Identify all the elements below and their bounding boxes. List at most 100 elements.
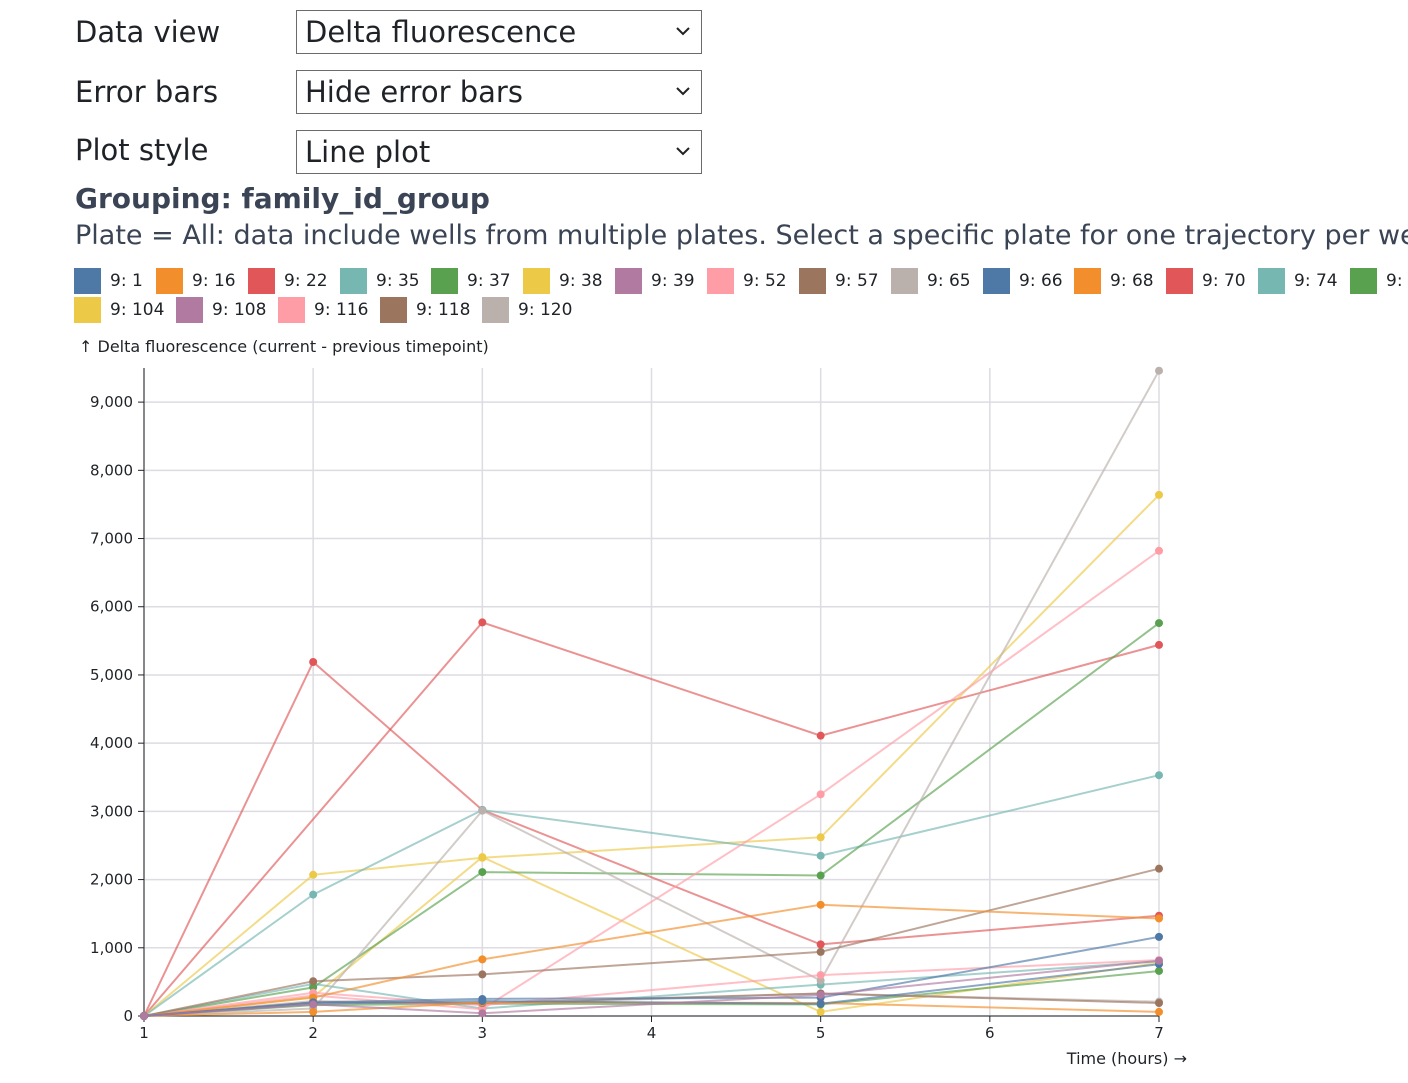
legend-item[interactable]: 9: 70 (1166, 268, 1246, 294)
legend-item[interactable]: 9: 65 (891, 268, 971, 294)
legend-item[interactable]: 9: 1 (74, 268, 143, 294)
legend-item[interactable]: 9: 57 (799, 268, 879, 294)
legend-item[interactable]: 9: 52 (707, 268, 787, 294)
x-tick-label: 4 (647, 1024, 657, 1042)
legend-swatch (278, 297, 305, 323)
y-tick-label: 9,000 (90, 393, 133, 411)
data-point (478, 853, 487, 862)
y-tick-label: 6,000 (90, 598, 133, 616)
legend-item[interactable]: 9: 118 (380, 297, 470, 323)
data-point (816, 833, 825, 842)
legend-swatch (1166, 268, 1193, 294)
data-point (816, 871, 825, 880)
legend-item[interactable]: 9: 16 (156, 268, 236, 294)
legend-item[interactable]: 9: 66 (983, 268, 1063, 294)
chevron-down-icon (676, 87, 690, 96)
data-point (1155, 366, 1163, 375)
legend-item[interactable]: 9: 108 (176, 297, 266, 323)
data-point (1155, 956, 1163, 965)
legend-label: 9: 1 (110, 271, 143, 291)
legend-item[interactable]: 9: 116 (278, 297, 368, 323)
legend-label: 9: 104 (110, 300, 165, 320)
plot-style-select[interactable]: Line plot (296, 130, 702, 174)
data-point (309, 1000, 318, 1009)
x-axis-title: Time (hours) → (1066, 1049, 1187, 1068)
legend-label: 9: 68 (1110, 271, 1154, 291)
legend-label: 9: 70 (1202, 271, 1246, 291)
line-chart: 0 1,000 2,000 3,000 4,000 5,000 6,000 7,000 8,00… (79, 337, 1187, 1068)
data-point (1155, 864, 1163, 873)
legend-swatch (1258, 268, 1285, 294)
legend-swatch (891, 268, 918, 294)
legend-swatch (380, 297, 407, 323)
error-bars-select[interactable]: Hide error bars (296, 70, 702, 114)
legend-item[interactable]: 9: 8 (1350, 268, 1408, 294)
data-point (1155, 999, 1163, 1008)
legend-swatch (156, 268, 183, 294)
data-point (1155, 619, 1163, 628)
data-point (1155, 490, 1163, 499)
legend-label: 9: 8 (1386, 271, 1408, 291)
data-point (140, 1012, 148, 1020)
legend-swatch (1350, 268, 1377, 294)
x-tick-label: 1 (139, 1024, 149, 1042)
data-point (309, 1007, 318, 1016)
data-point (478, 806, 487, 815)
data-point (816, 947, 825, 956)
legend-swatch (176, 297, 203, 323)
legend-label: 9: 57 (835, 271, 879, 291)
legend-label: 9: 39 (651, 271, 695, 291)
data-point (309, 657, 318, 666)
data-point (816, 851, 825, 860)
legend-item[interactable]: 9: 37 (431, 268, 511, 294)
data-view-select[interactable]: Delta fluorescence (296, 10, 702, 54)
data-point (1155, 546, 1163, 555)
legend-item[interactable]: 9: 38 (523, 268, 603, 294)
legend-item[interactable]: 9: 35 (340, 268, 420, 294)
data-point (1155, 914, 1163, 923)
y-axis-title: ↑ Delta fluorescence (current - previous… (79, 337, 489, 356)
data-point (478, 1009, 487, 1018)
data-point (1155, 932, 1163, 941)
plot-style-label: Plot style (75, 133, 209, 167)
legend-label: 9: 116 (314, 300, 369, 320)
y-tick-label: 3,000 (90, 802, 133, 820)
legend-label: 9: 22 (284, 271, 328, 291)
series-line (143, 621, 1160, 1017)
legend-swatch (983, 268, 1010, 294)
legend-label: 9: 74 (1294, 271, 1338, 291)
legend-swatch (523, 268, 550, 294)
legend-swatch (482, 297, 509, 323)
data-point (309, 870, 318, 879)
y-tick-label: 8,000 (90, 461, 133, 479)
data-point (478, 868, 487, 877)
y-tick-label: 4,000 (90, 734, 133, 752)
data-point (816, 900, 825, 909)
legend-label: 9: 120 (518, 300, 573, 320)
legend-swatch (707, 268, 734, 294)
data-point (309, 977, 318, 986)
legend-swatch (431, 268, 458, 294)
x-tick-label: 6 (985, 1024, 995, 1042)
legend-swatch (799, 268, 826, 294)
legend-label: 9: 108 (212, 300, 267, 320)
legend-item[interactable]: 9: 104 (74, 297, 164, 323)
legend-item[interactable]: 9: 39 (615, 268, 695, 294)
legend-swatch (74, 297, 101, 323)
data-point (478, 955, 487, 964)
legend-item[interactable]: 9: 74 (1258, 268, 1338, 294)
grouping-heading: Grouping: family_id_group (75, 182, 490, 215)
data-point (816, 1007, 825, 1016)
legend-item[interactable]: 9: 22 (248, 268, 328, 294)
y-tick-label: 2,000 (90, 871, 133, 889)
legend-label: 9: 37 (467, 271, 511, 291)
legend-label: 9: 16 (192, 271, 236, 291)
y-tick-label: 7,000 (90, 530, 133, 548)
legend-item[interactable]: 9: 68 (1074, 268, 1154, 294)
data-point (816, 790, 825, 799)
data-point (1155, 771, 1163, 780)
x-tick-label: 3 (478, 1024, 488, 1042)
legend-item[interactable]: 9: 120 (482, 297, 572, 323)
data-point (1155, 966, 1163, 975)
legend-swatch (1074, 268, 1101, 294)
